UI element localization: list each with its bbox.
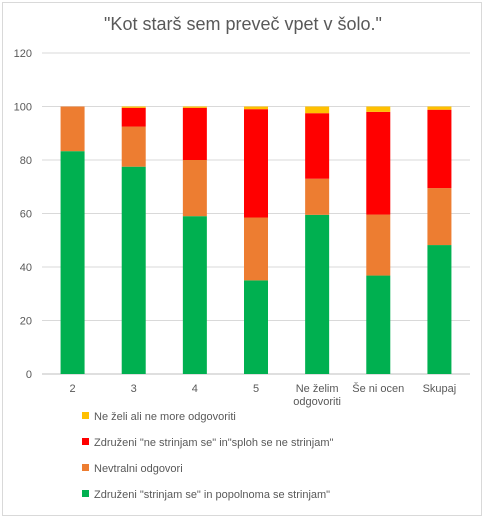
bar-segment [427,109,452,189]
x-tick-label: odgovoriti [293,396,341,408]
x-tick-label: Ne želim [296,383,339,395]
bar-segment [366,111,391,215]
bar-segment [121,107,146,127]
legend-swatch [82,464,89,471]
x-tick-label: 4 [192,383,198,395]
y-tick-label: 40 [20,262,32,274]
bar-segment [182,160,207,217]
legend: Ne želi ali ne more odgovoriti Združeni "… [82,411,333,501]
y-tick-label: 20 [20,316,32,328]
legend-swatch [82,490,89,497]
bar-segment [305,214,330,374]
x-tick-label: Še ni ocen [352,382,404,395]
bar-segment [366,214,391,276]
x-tick-label: 5 [253,383,259,395]
bar-segment [182,216,207,374]
legend-label: Združeni "ne strinjam se" in"sploh se ne… [94,437,333,449]
bar-segment [60,151,85,374]
legend-label: Ne želi ali ne more odgovoriti [94,411,236,423]
bar-segment [60,106,85,152]
bar-segment [121,106,146,108]
x-tick-label: 2 [70,383,76,395]
bars [60,106,452,374]
y-tick-label: 80 [20,155,32,167]
y-axis-ticks: 0 20 40 60 80 100 120 [14,48,32,381]
x-tick-label: Skupaj [423,383,457,395]
legend-label: Nevtralni odgovori [94,463,183,475]
bar-segment [182,106,207,108]
legend-swatch [82,412,89,419]
bar-segment [244,109,268,218]
bar-segment [244,280,268,374]
legend-swatch [82,438,89,445]
x-tick-label: 3 [131,383,137,395]
bar-segment [305,113,330,179]
y-tick-label: 120 [14,48,32,60]
bar-segment [427,188,452,246]
bar-segment [244,217,268,281]
y-tick-label: 100 [14,102,32,114]
bar-segment [427,106,452,110]
bar-segment [427,245,452,374]
bar-segment [121,166,146,374]
bar-segment [121,126,146,167]
y-tick-label: 60 [20,209,32,221]
chart-title: "Kot starš sem preveč vpet v šolo." [104,14,382,34]
bar-segment [244,106,268,110]
legend-label: Združeni "strinjam se" in popolnoma se s… [94,489,330,501]
bar-segment [366,106,391,112]
bar-segment [366,275,391,374]
bar-segment [305,178,330,215]
bar-segment [182,107,207,160]
y-tick-label: 0 [26,369,32,381]
bar-segment [305,106,330,114]
